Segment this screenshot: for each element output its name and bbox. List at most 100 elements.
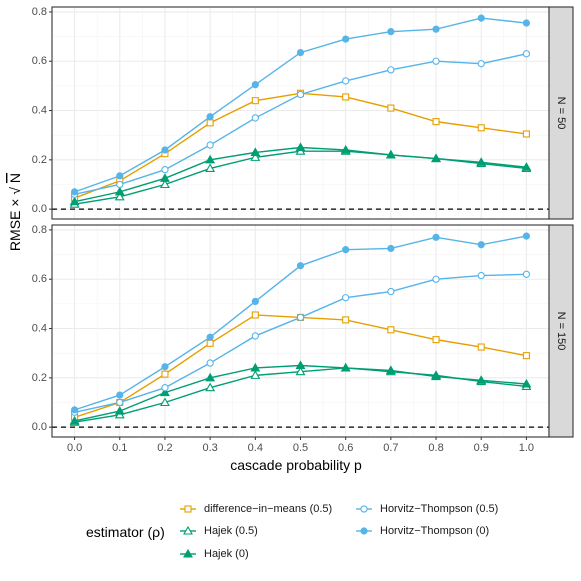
data-point: [522, 19, 531, 27]
data-point: [251, 97, 259, 105]
data-point: [431, 371, 441, 381]
data-point: [342, 93, 350, 101]
data-point: [251, 311, 259, 319]
data-point: [387, 66, 395, 74]
y-tick-label: 0.4: [32, 105, 47, 117]
data-point: [116, 172, 124, 180]
legend-item-1: difference−in−means (0.5): [180, 503, 332, 515]
facet-strip-label: N = 150: [555, 312, 567, 351]
y-tick-label: 0.2: [32, 154, 47, 166]
data-point: [387, 287, 395, 296]
data-point: [522, 270, 531, 278]
data-point: [296, 49, 305, 57]
data-point: [251, 297, 259, 306]
facet-strip-label: N = 50: [555, 97, 567, 130]
series-4: [70, 270, 531, 416]
grid: [52, 7, 549, 219]
data-point: [296, 313, 305, 322]
x-tick-label: 0.7: [383, 442, 398, 454]
x-tick-label: 0.0: [67, 442, 82, 454]
data-point: [342, 77, 350, 85]
y-axis-title-prefix: RMSE: [7, 211, 23, 251]
legend-key-marker: [183, 548, 193, 558]
y-tick-label: 0.6: [32, 55, 47, 67]
data-point: [295, 366, 306, 376]
x-tick-label: 1.0: [519, 442, 534, 454]
series-4: [70, 50, 531, 198]
data-point: [432, 57, 440, 65]
data-point: [432, 233, 440, 241]
data-point: [160, 173, 170, 182]
legend-label: Horvitz−Thompson (0): [380, 525, 489, 537]
data-point: [522, 232, 531, 240]
data-point: [205, 382, 216, 392]
legend-label: Horvitz−Thompson (0.5): [380, 503, 498, 515]
data-point: [251, 332, 259, 340]
data-point: [206, 119, 214, 127]
data-point: [206, 113, 214, 121]
data-point: [342, 35, 350, 43]
data-point: [477, 343, 485, 351]
x-tick-label: 0.2: [157, 442, 172, 454]
data-point: [250, 362, 261, 372]
y-axis-title-times: ×: [7, 199, 23, 207]
y-tick-label: 0.8: [32, 6, 47, 18]
legend-label: Hajek (0): [204, 548, 249, 560]
data-point: [477, 124, 485, 132]
data-point: [295, 360, 306, 370]
data-point: [432, 118, 440, 126]
data-point: [206, 141, 214, 149]
series-5: [70, 14, 531, 196]
data-point: [160, 179, 170, 189]
y-axis-title: RMSE × √ N: [7, 173, 23, 251]
data-point: [522, 50, 531, 58]
data-point: [69, 415, 80, 425]
data-point: [114, 406, 125, 415]
data-point: [342, 316, 350, 324]
legend-title: estimator (ρ): [86, 524, 165, 540]
data-point: [387, 326, 395, 334]
data-point: [477, 271, 485, 280]
y-tick-label: 0.6: [32, 273, 47, 285]
data-point: [521, 378, 532, 388]
x-tick-label: 0.1: [112, 442, 127, 454]
y-tick-label: 0.8: [32, 224, 47, 236]
x-tick-label: 0.9: [474, 442, 489, 454]
grid: [52, 225, 549, 437]
data-point: [385, 365, 396, 374]
legend-key-marker: [184, 505, 192, 513]
data-point: [250, 147, 261, 156]
data-point: [432, 25, 440, 33]
y-axis-title-root: √: [7, 187, 23, 195]
data-point: [206, 359, 214, 367]
data-point: [251, 114, 259, 122]
data-point: [477, 14, 485, 22]
legend-item-5: Horvitz−Thompson (0): [356, 525, 489, 537]
series-3: [69, 142, 532, 206]
data-point: [160, 387, 170, 397]
legend-items: difference−in−means (0.5) Hajek (0.5) Haje…: [180, 503, 498, 560]
data-point: [251, 81, 259, 89]
legend-key-marker: [360, 527, 368, 535]
panel-1: N = 50 0.0 0.2 0.4 0.6 0.8: [32, 6, 574, 220]
x-tick-label: 0.6: [338, 442, 353, 454]
data-point: [432, 336, 440, 344]
data-point: [295, 142, 306, 152]
data-point: [296, 262, 305, 270]
legend-label: difference−in−means (0.5): [204, 503, 332, 515]
data-point: [431, 153, 441, 163]
data-point: [250, 152, 261, 161]
legend-label: Hajek (0.5): [204, 525, 258, 537]
data-point: [70, 406, 79, 414]
series-3: [69, 360, 532, 425]
data-point: [477, 60, 485, 68]
y-axis-title-variable: N: [7, 173, 23, 183]
data-point: [477, 241, 485, 249]
data-point: [70, 188, 79, 196]
y-tick-label: 0.0: [32, 421, 47, 433]
x-tick-label: 0.4: [248, 442, 263, 454]
data-point: [161, 166, 169, 174]
data-point: [522, 352, 530, 360]
x-tick-label: 0.8: [428, 442, 443, 454]
data-point: [387, 28, 395, 36]
